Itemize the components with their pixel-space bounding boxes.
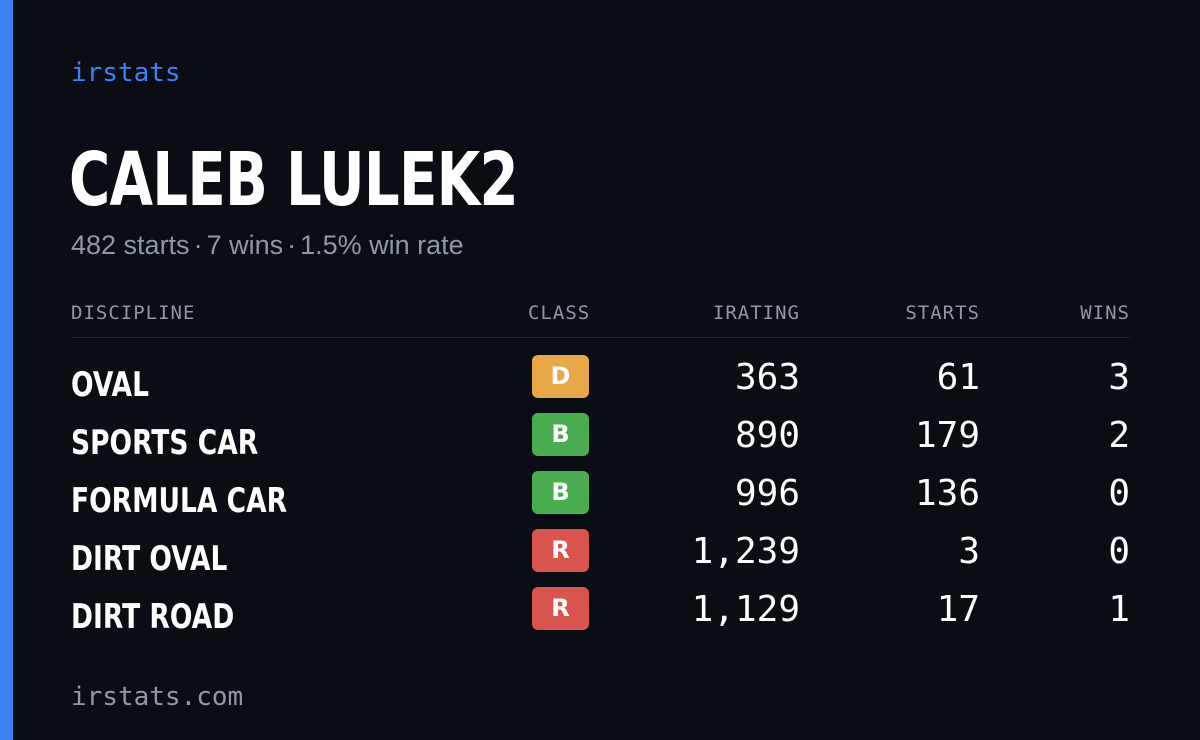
header-irating: IRATING	[712, 302, 800, 324]
header-class: CLASS	[528, 302, 591, 324]
summary-starts: 482 starts	[71, 230, 190, 260]
discipline-name: OVAL	[71, 365, 149, 405]
table-header-row: DISCIPLINE CLASS IRATING STARTS WINS	[71, 300, 1130, 338]
license-class-badge: R	[532, 529, 589, 572]
license-class-badge: B	[532, 471, 589, 514]
starts-value: 3	[958, 531, 980, 572]
starts-value: 136	[914, 473, 980, 514]
summary-wins: 7 wins	[206, 230, 284, 260]
header-discipline: DISCIPLINE	[71, 302, 196, 324]
table-row: SPORTS CAR B 890 179 2	[71, 413, 1130, 471]
header-starts: STARTS	[905, 302, 980, 324]
license-class-badge: R	[532, 587, 589, 630]
wins-value: 0	[1108, 531, 1130, 572]
license-class-badge: D	[532, 355, 589, 398]
irating-value: 996	[734, 473, 800, 514]
license-class-badge: B	[532, 413, 589, 456]
summary-separator: ·	[287, 230, 297, 260]
discipline-name: DIRT ROAD	[71, 597, 235, 637]
starts-value: 17	[936, 589, 980, 630]
table-body: OVAL D 363 61 3 SPORTS CAR B 890 179 2 F…	[71, 355, 1130, 645]
header-wins: WINS	[1080, 302, 1130, 324]
career-summary: 482 starts · 7 wins · 1.5% win rate	[71, 228, 464, 262]
table-row: FORMULA CAR B 996 136 0	[71, 471, 1130, 529]
discipline-stats-table: DISCIPLINE CLASS IRATING STARTS WINS OVA…	[71, 300, 1130, 645]
table-row: DIRT ROAD R 1,129 17 1	[71, 587, 1130, 645]
wins-value: 0	[1108, 473, 1130, 514]
irating-value: 890	[734, 415, 800, 456]
table-row: OVAL D 363 61 3	[71, 355, 1130, 413]
wins-value: 2	[1108, 415, 1130, 456]
accent-bar	[0, 0, 13, 740]
summary-win-rate: 1.5% win rate	[300, 230, 464, 260]
summary-separator: ·	[193, 230, 203, 260]
brand-logo: irstats	[71, 58, 181, 88]
discipline-name: SPORTS CAR	[71, 423, 259, 463]
wins-value: 1	[1108, 589, 1130, 630]
irating-value: 363	[734, 357, 800, 398]
discipline-name: DIRT OVAL	[71, 539, 228, 579]
starts-value: 61	[936, 357, 980, 398]
starts-value: 179	[914, 415, 980, 456]
irating-value: 1,239	[691, 531, 800, 572]
discipline-name: FORMULA CAR	[71, 481, 288, 521]
irating-value: 1,129	[691, 589, 800, 630]
table-row: DIRT OVAL R 1,239 3 0	[71, 529, 1130, 587]
footer-url: irstats.com	[71, 682, 244, 712]
wins-value: 3	[1108, 357, 1130, 398]
driver-name: CALEB LULEK2	[69, 137, 519, 223]
